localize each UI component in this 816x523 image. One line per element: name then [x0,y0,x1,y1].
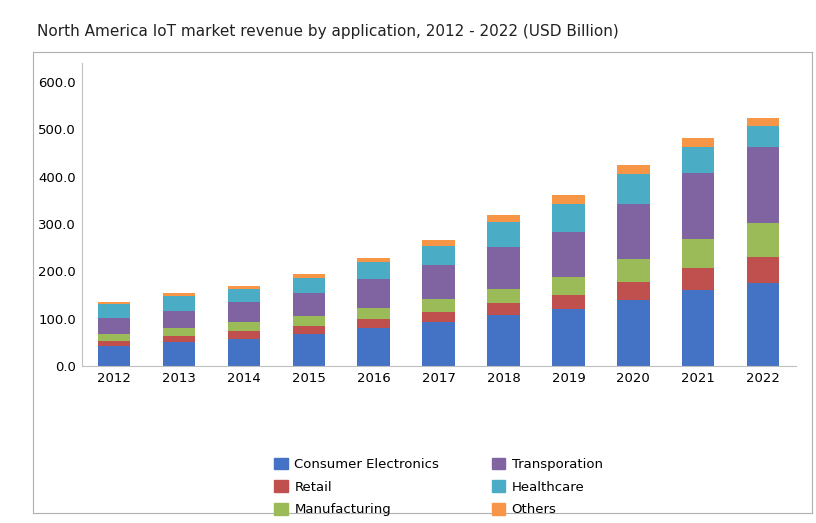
Bar [747,257,779,283]
Bar [293,326,325,334]
Bar [747,147,779,223]
Bar [423,312,455,322]
Bar [228,286,260,289]
Bar [293,334,325,366]
Bar [552,232,584,277]
Bar [487,315,520,366]
Bar [423,265,455,299]
Bar [617,165,650,174]
Bar [487,303,520,315]
Bar [162,297,195,311]
Bar [487,247,520,289]
Bar [357,263,390,279]
Bar [617,259,650,282]
Bar [293,316,325,326]
Bar [228,331,260,338]
Bar [98,340,131,346]
Bar [423,322,455,366]
Bar [423,240,455,246]
Bar [747,283,779,366]
Bar [487,222,520,247]
Bar [682,173,715,239]
Bar [617,282,650,300]
Bar [228,338,260,366]
Bar [162,328,195,336]
Bar [293,278,325,293]
Bar [617,174,650,204]
Bar [293,274,325,278]
Bar [357,308,390,319]
Bar [357,257,390,263]
Bar [617,300,650,366]
Bar [357,279,390,308]
Bar [228,323,260,331]
Bar [487,215,520,222]
Bar [682,290,715,366]
Bar [228,302,260,323]
Bar [552,277,584,295]
Bar [98,302,131,304]
Bar [98,304,131,318]
Bar [423,299,455,312]
Bar [552,195,584,203]
Bar [682,138,715,146]
Bar [682,268,715,290]
Bar [747,126,779,147]
Bar [552,309,584,366]
Bar [552,203,584,232]
Bar [162,343,195,366]
Bar [552,295,584,309]
Bar [682,146,715,173]
Bar [617,204,650,259]
Bar [487,289,520,303]
Legend: Consumer Electronics, Retail, Manufacturing, Transporation, Healthcare, Others: Consumer Electronics, Retail, Manufactur… [274,458,603,516]
Bar [162,336,195,343]
Bar [98,346,131,366]
Bar [98,318,131,334]
Bar [357,328,390,366]
Bar [747,223,779,257]
Bar [228,289,260,302]
Bar [98,334,131,340]
Bar [162,311,195,328]
Bar [293,293,325,316]
Bar [423,246,455,265]
Bar [357,319,390,328]
Bar [747,118,779,126]
Text: North America IoT market revenue by application, 2012 - 2022 (USD Billion): North America IoT market revenue by appl… [37,24,619,39]
Bar [682,239,715,268]
Bar [162,293,195,297]
